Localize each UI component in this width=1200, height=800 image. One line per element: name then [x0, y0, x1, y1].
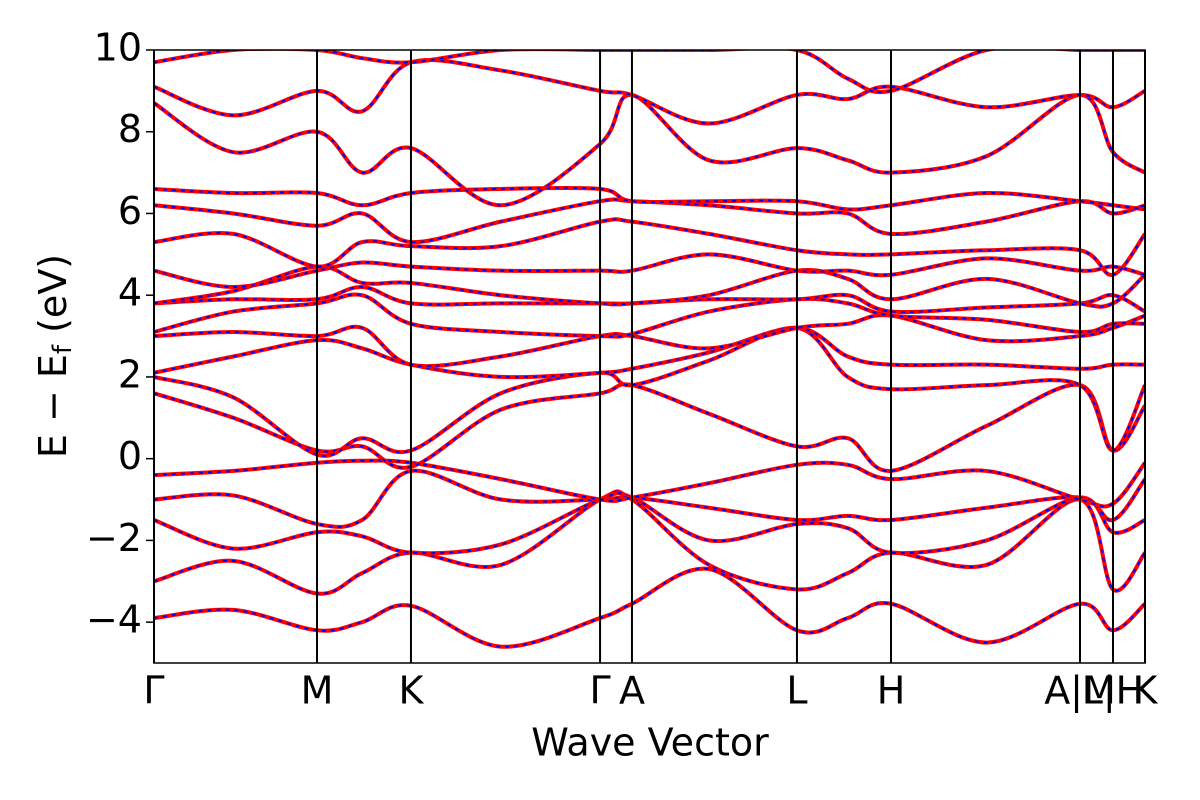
band — [154, 285, 1145, 315]
band-overlay — [154, 265, 1145, 308]
band-overlay — [154, 469, 1145, 528]
band-overlay — [154, 218, 1145, 276]
y-label-sub: f — [48, 344, 78, 354]
x-tick-label: Γ — [143, 669, 164, 713]
band — [154, 50, 1145, 94]
x-tick-label: K — [399, 669, 425, 713]
band — [154, 325, 1145, 458]
x-axis-label: Wave Vector — [531, 721, 769, 765]
y-label-part: (eV) — [31, 254, 75, 345]
y-tick-label: −2 — [86, 516, 142, 560]
band — [154, 468, 1145, 529]
x-tick-label: A — [619, 669, 645, 713]
band — [154, 382, 1145, 473]
x-tick-label: K — [1133, 669, 1159, 713]
band-overlay — [154, 326, 1145, 379]
band-overlay — [154, 383, 1145, 472]
y-tick-label: 10 — [94, 26, 142, 70]
y-tick-label: 8 — [118, 107, 142, 151]
band — [154, 491, 1145, 556]
band-overlay — [154, 198, 1145, 244]
y-tick-label: −4 — [86, 598, 142, 642]
band-overlay — [154, 253, 1145, 289]
y-tick-label: 4 — [118, 271, 142, 315]
band-overlay — [154, 567, 1145, 648]
bands — [154, 50, 1145, 649]
x-tick-label: Γ — [589, 669, 610, 713]
band-overlay — [154, 293, 1145, 338]
band-overlay — [154, 59, 1145, 125]
band-overlay — [154, 93, 1145, 207]
x-tick-label: H — [877, 669, 906, 713]
y-axis-label: E − Ef (eV) — [31, 254, 78, 458]
band-overlay — [154, 492, 1145, 555]
band — [154, 185, 1145, 212]
band — [154, 58, 1145, 126]
plot-frame — [153, 49, 1146, 664]
x-tick-label: L|H — [1082, 669, 1145, 714]
band — [154, 197, 1145, 245]
x-tick-label: M — [301, 669, 334, 713]
band — [154, 566, 1145, 649]
band-overlay — [154, 50, 1145, 93]
x-tick-label: L — [786, 669, 807, 713]
band — [154, 458, 1145, 509]
x-tick-label: A|M — [1044, 669, 1116, 714]
band-overlay — [154, 490, 1145, 595]
y-tick-label: 0 — [118, 434, 142, 478]
band-overlay — [154, 314, 1145, 368]
y-label-part: E − E — [31, 354, 75, 458]
y-tick-label: 2 — [118, 352, 142, 396]
band — [154, 92, 1145, 208]
band-overlay — [154, 186, 1145, 211]
y-tick-label: 6 — [118, 189, 142, 233]
